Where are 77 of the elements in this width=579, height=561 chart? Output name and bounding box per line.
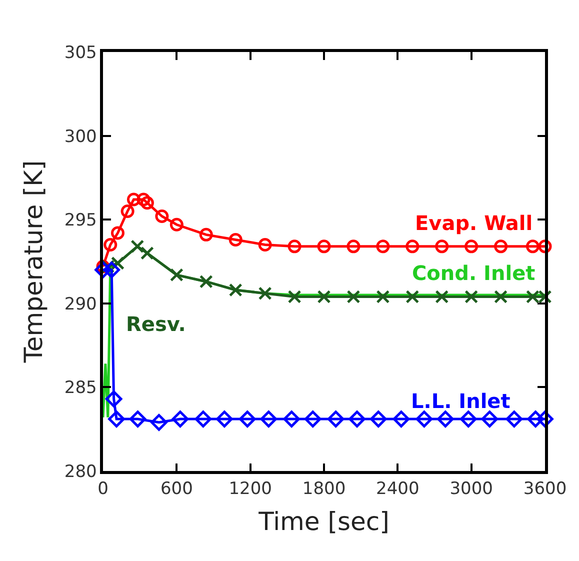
point: [199, 274, 213, 288]
point: [435, 240, 449, 254]
series-label: L.L. Inlet: [411, 389, 511, 413]
x-axis-title: Time [sec]: [258, 507, 390, 536]
point: [437, 410, 454, 428]
x-tick-label: 0: [98, 479, 108, 500]
point: [238, 410, 256, 428]
point: [494, 290, 508, 304]
point: [348, 410, 366, 428]
point: [228, 232, 242, 246]
point: [288, 290, 302, 304]
y-tick-label: 295: [64, 210, 97, 231]
point: [216, 410, 233, 428]
point: [460, 410, 477, 428]
point: [108, 410, 125, 428]
point: [140, 196, 154, 210]
point: [506, 410, 523, 428]
point: [129, 410, 146, 428]
point: [406, 290, 420, 304]
point: [526, 240, 540, 254]
point: [346, 290, 360, 304]
x-tick-label: 3000: [450, 479, 493, 500]
x-tick-label: 1800: [302, 479, 346, 500]
series-label: Cond. Inlet: [412, 261, 536, 285]
x-tick-label: 1200: [228, 479, 272, 500]
point: [260, 410, 278, 428]
point: [104, 238, 118, 252]
point: [140, 246, 154, 260]
point: [120, 204, 134, 218]
point: [317, 290, 331, 304]
point: [150, 414, 168, 431]
x-tick-label: 2400: [376, 479, 420, 500]
point: [494, 240, 508, 254]
point: [170, 268, 184, 282]
x-tick-label: 3600: [523, 479, 567, 500]
point: [258, 238, 272, 252]
point: [416, 410, 433, 428]
x-tick-label: 600: [160, 479, 193, 500]
point: [464, 240, 478, 254]
point: [258, 286, 272, 300]
point: [94, 261, 112, 278]
y-tick-label: 280: [64, 462, 97, 482]
point: [194, 410, 212, 428]
series-label: Evap. Wall: [415, 211, 533, 235]
point: [406, 240, 420, 254]
point: [370, 410, 387, 428]
point: [228, 283, 242, 297]
point: [392, 410, 410, 428]
point: [304, 410, 322, 428]
point: [536, 410, 554, 428]
point: [172, 410, 189, 428]
y-tick-label: 300: [64, 126, 97, 147]
series-label: Resv.: [126, 312, 186, 336]
point: [288, 240, 302, 254]
point: [199, 228, 213, 242]
point: [317, 240, 331, 254]
point: [435, 290, 449, 304]
point: [136, 192, 150, 206]
point: [481, 410, 498, 428]
point: [283, 410, 300, 428]
y-axis-title: Temperature [K]: [19, 160, 48, 364]
point: [527, 410, 544, 428]
point: [105, 390, 122, 408]
point: [327, 410, 344, 428]
point: [126, 192, 140, 206]
point: [376, 240, 390, 254]
point: [346, 240, 360, 254]
point: [130, 240, 144, 254]
point: [110, 226, 124, 240]
y-tick-label: 305: [64, 42, 97, 63]
point: [464, 290, 478, 304]
y-tick-label: 290: [64, 294, 97, 314]
point: [170, 218, 184, 232]
point: [155, 210, 169, 223]
y-tick-label: 285: [64, 378, 97, 398]
point: [376, 290, 390, 304]
point: [538, 240, 552, 254]
